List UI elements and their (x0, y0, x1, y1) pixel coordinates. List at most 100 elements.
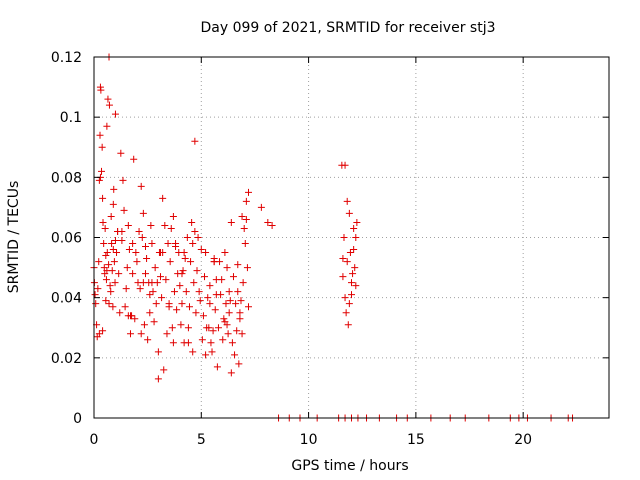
data-point (268, 221, 276, 229)
data-point (169, 339, 177, 347)
data-point (105, 101, 113, 109)
data-point (342, 309, 350, 317)
data-point (163, 330, 171, 338)
data-point (103, 267, 111, 275)
data-point (111, 237, 119, 245)
chart-title: Day 099 of 2021, SRMTID for receiver stj… (201, 20, 496, 36)
data-point (157, 249, 165, 257)
data-point (147, 221, 155, 229)
data-point (206, 282, 214, 290)
data-point (164, 240, 172, 248)
data-point (142, 243, 149, 251)
data-point (225, 288, 233, 296)
data-point (221, 249, 229, 257)
data-point (152, 300, 160, 308)
data-point (103, 249, 111, 257)
data-point (109, 200, 117, 208)
data-point (92, 300, 100, 308)
data-point (345, 209, 353, 217)
data-point (107, 212, 115, 220)
data-point (180, 249, 188, 257)
data-point (102, 297, 110, 305)
data-point (176, 282, 184, 290)
data-point (218, 276, 226, 284)
data-point (223, 264, 231, 272)
data-point (167, 224, 175, 232)
data-point (95, 258, 103, 266)
data-point (177, 321, 185, 329)
y-tick-label: 0.1 (60, 110, 82, 126)
data-point (104, 95, 112, 103)
data-point (340, 234, 348, 241)
plot-frame (93, 56, 610, 419)
data-point (238, 212, 246, 220)
data-point (111, 279, 119, 287)
x-axis: 0 5 10 15 20 (90, 57, 532, 448)
data-point (123, 264, 131, 272)
data-point (208, 348, 216, 356)
data-point (191, 137, 199, 145)
data-point (146, 309, 154, 317)
data-point (199, 312, 207, 320)
data-point (231, 351, 239, 359)
data-point (105, 261, 113, 269)
data-point (188, 218, 196, 226)
data-point (194, 234, 202, 241)
data-point (352, 234, 360, 241)
data-point (228, 339, 236, 347)
data-point (184, 324, 192, 332)
data-point (348, 291, 355, 299)
data-point (144, 336, 152, 344)
data-point (133, 258, 141, 266)
data-point (224, 330, 232, 338)
data-point (158, 294, 166, 302)
data-point (97, 86, 105, 94)
data-point (148, 240, 156, 248)
data-point (222, 300, 230, 308)
data-point (132, 249, 140, 257)
data-point (161, 221, 169, 229)
data-point (226, 297, 234, 305)
data-point (339, 273, 347, 281)
data-point (135, 227, 143, 235)
data-point (350, 246, 358, 254)
data-point (202, 351, 210, 359)
data-point (125, 246, 133, 254)
data-point (110, 185, 118, 193)
data-point (95, 176, 103, 184)
data-point (197, 246, 205, 254)
data-point (178, 270, 186, 278)
data-point (202, 249, 210, 257)
data-point (189, 240, 197, 248)
data-point (130, 155, 138, 163)
y-tick-label: 0 (73, 411, 82, 427)
data-point (99, 194, 107, 202)
data-point (212, 291, 220, 299)
data-point (106, 282, 114, 290)
data-point (126, 330, 134, 338)
data-point (181, 255, 189, 263)
y-tick-label: 0.04 (51, 291, 82, 307)
data-point (351, 264, 359, 272)
data-point (341, 294, 349, 302)
data-point (345, 300, 353, 308)
data-point (236, 315, 244, 323)
data-point (148, 279, 156, 287)
data-point (210, 258, 218, 266)
data-point (157, 273, 165, 281)
data-point (214, 324, 222, 332)
x-axis-title: GPS time / hours (291, 458, 408, 474)
data-point (198, 336, 206, 344)
data-point (191, 227, 199, 235)
data-point (233, 327, 241, 335)
grid-lines (94, 56, 609, 418)
data-point (138, 234, 146, 241)
data-point (131, 315, 139, 323)
data-point (341, 161, 349, 169)
data-point (107, 288, 115, 296)
data-point (350, 224, 358, 232)
data-point (129, 240, 137, 248)
data-point (100, 240, 108, 248)
data-point (204, 294, 212, 302)
